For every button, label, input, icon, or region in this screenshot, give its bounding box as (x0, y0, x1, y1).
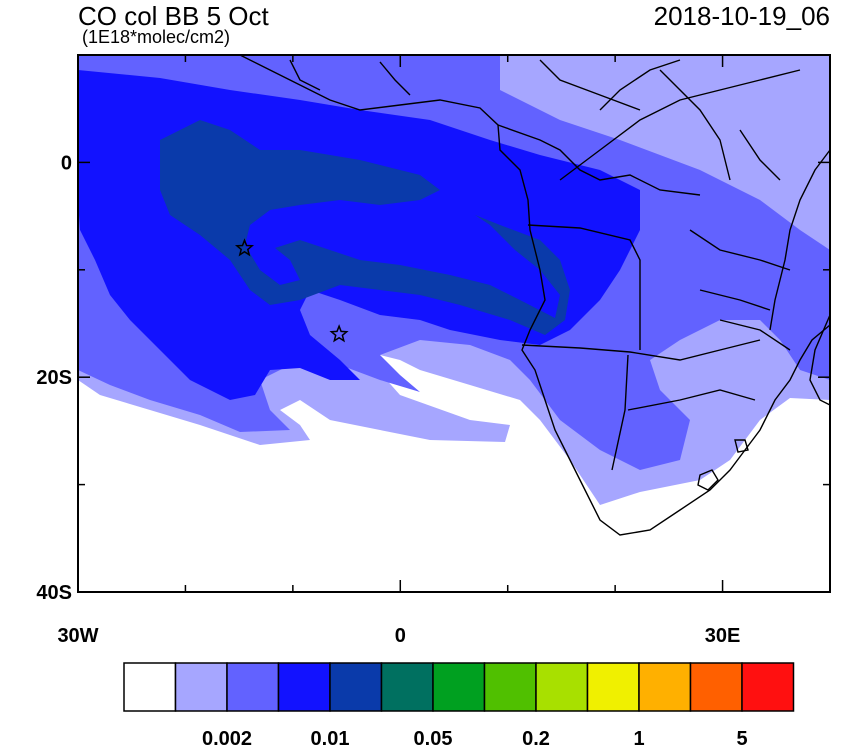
colorbar-label: 0.002 (202, 728, 252, 747)
colorbar-box (689, 662, 743, 712)
axis-tick-labels: 30W 0 30E 0 20S 40S (36, 152, 740, 647)
star-marker-icon (329, 324, 349, 343)
colorbar-box (483, 662, 537, 712)
site-markers (234, 238, 349, 343)
plot-frame (77, 54, 831, 593)
axis-ticks (77, 54, 831, 593)
colorbar: 0.002 0.01 0.05 0.2 1 5 (123, 662, 795, 747)
lon-tick-label: 0 (395, 625, 406, 647)
colorbar-box (329, 662, 383, 712)
lat-tick-label: 20S (36, 367, 72, 389)
colorbar-box (226, 662, 280, 712)
lon-tick-label: 30E (705, 625, 741, 647)
star-marker-icon (234, 238, 255, 257)
map-title: CO col BB 5 Oct (78, 1, 269, 31)
lat-tick-label: 40S (36, 582, 72, 604)
colorbar-box (123, 662, 177, 712)
colorbar-label: 1 (633, 728, 644, 747)
co-concentration-field (78, 55, 830, 505)
colorbar-box (277, 662, 331, 712)
colorbar-box (174, 662, 228, 712)
coastlines (239, 55, 830, 536)
colorbar-box (586, 662, 640, 712)
map-units: (1E18*molec/cm2) (82, 27, 231, 47)
map-timestamp: 2018-10-19_06 (653, 1, 830, 31)
colorbar-label: 5 (736, 728, 747, 747)
lon-tick-label: 30W (57, 625, 98, 647)
colorbar-box (535, 662, 589, 712)
colorbar-box (638, 662, 692, 712)
colorbar-label: 0.2 (522, 728, 550, 747)
colorbar-label: 0.05 (414, 728, 453, 747)
colorbar-box (432, 662, 486, 712)
colorbar-label: 0.01 (311, 728, 350, 747)
colorbar-box (380, 662, 434, 712)
lat-tick-label: 0 (61, 152, 72, 174)
colorbar-box (741, 662, 795, 712)
